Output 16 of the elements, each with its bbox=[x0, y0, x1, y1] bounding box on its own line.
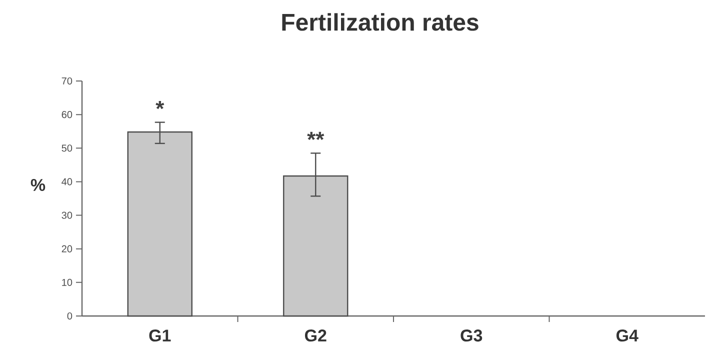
x-tick-label: G3 bbox=[460, 330, 482, 342]
y-tick-label: 60 bbox=[62, 111, 72, 118]
annotation: * bbox=[156, 100, 164, 110]
y-tick-label: 50 bbox=[62, 144, 72, 152]
y-tick-label: 0 bbox=[67, 312, 72, 320]
y-axis-title: % bbox=[30, 179, 46, 191]
y-tick-label: 10 bbox=[62, 278, 72, 286]
y-tick-label: 40 bbox=[62, 178, 72, 186]
y-tick-label: 30 bbox=[62, 212, 72, 219]
x-tick-label: G4 bbox=[616, 330, 638, 342]
annotation: ** bbox=[307, 132, 324, 140]
chart-title: Fertilization rates bbox=[282, 13, 478, 31]
x-tick-label: G1 bbox=[149, 330, 171, 342]
y-tick-label: 70 bbox=[62, 77, 72, 85]
x-tick-label: G2 bbox=[304, 330, 326, 342]
y-tick-label: 20 bbox=[62, 245, 72, 252]
